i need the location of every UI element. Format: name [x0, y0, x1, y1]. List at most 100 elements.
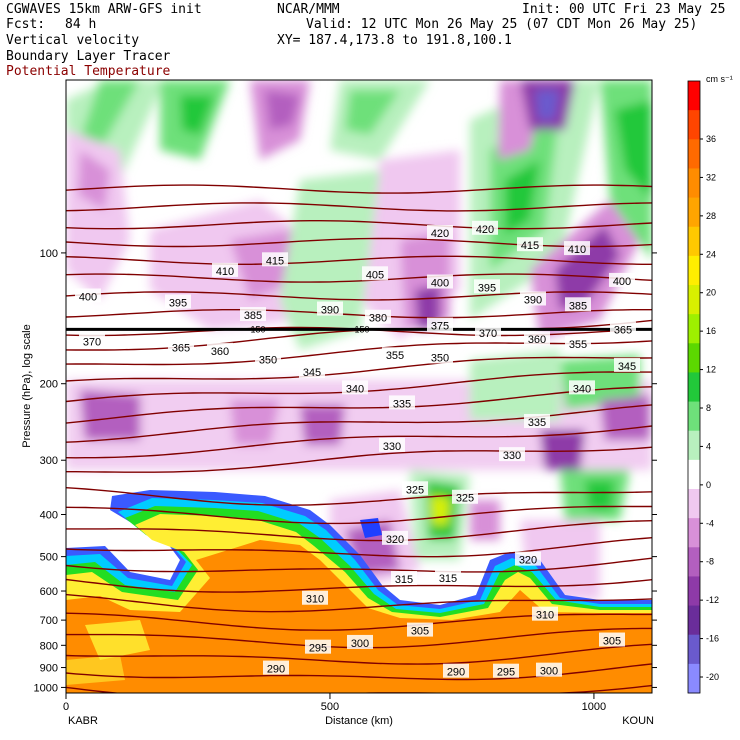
colorbar-label: 28: [706, 211, 716, 221]
colorbar-label: 20: [706, 288, 716, 298]
svg-text:350: 350: [431, 352, 449, 364]
theta-contour: [66, 505, 652, 525]
theta-contour: [66, 557, 652, 573]
colorbar-swatch: [688, 255, 700, 286]
theta-label: 290: [263, 660, 289, 676]
theta-label: 420: [427, 225, 453, 240]
theta-label: 295: [305, 639, 331, 655]
svg-text:405: 405: [366, 269, 384, 281]
colorbar-swatch: [688, 518, 700, 548]
svg-text:310: 310: [306, 594, 324, 606]
green-updraft-band: [585, 480, 615, 510]
theta-label: 405: [362, 266, 388, 281]
svg-text:415: 415: [521, 240, 539, 252]
theta-label: 340: [569, 380, 595, 395]
colorbar-swatch: [688, 343, 700, 373]
y-axis-label: Pressure (hPa), log scale: [21, 324, 33, 448]
theta-label: 395: [474, 279, 500, 294]
colorbar-swatch: [688, 372, 700, 403]
svg-text:370: 370: [83, 337, 101, 349]
theta-label: 365: [168, 339, 194, 354]
svg-text:320: 320: [519, 555, 537, 567]
theta-label: 290: [443, 663, 469, 679]
theta-contour: [66, 184, 652, 194]
green-updraft-band: [180, 95, 215, 135]
field-potential-temperature: Potential Temperature: [6, 64, 171, 79]
colorbar-label: 32: [706, 172, 716, 182]
svg-text:320: 320: [386, 534, 404, 546]
potential-temperature-labels: 420 420 415 415 410 410 405 400 400 400 395 395 390 3…: [75, 220, 640, 679]
y-tick-label: 200: [40, 379, 58, 391]
theta-label: 365: [610, 321, 636, 336]
theta-contour: [66, 425, 652, 459]
x-tick-label: 0: [63, 701, 69, 713]
colorbar-swatch: [688, 430, 700, 461]
x-tick-label: 500: [321, 701, 339, 713]
theta-label: 350: [255, 351, 281, 367]
purple-downdraft-band: [265, 90, 300, 130]
svg-text:340: 340: [346, 383, 364, 395]
svg-text:390: 390: [321, 305, 339, 317]
purple-downdraft-band: [230, 400, 280, 445]
theta-contour: [66, 356, 652, 382]
y-tick-label: 400: [40, 510, 58, 522]
svg-text:290: 290: [267, 664, 285, 676]
green-updraft-band: [280, 170, 380, 350]
theta-label: 355: [382, 347, 408, 362]
colorbar-swatch: [688, 634, 700, 665]
theta-label: 300: [536, 662, 562, 678]
theta-contour: [66, 220, 652, 230]
y-tick-label: 300: [40, 455, 58, 467]
svg-text:345: 345: [618, 361, 636, 373]
svg-text:310: 310: [536, 610, 554, 622]
theta-label: 370: [475, 325, 501, 340]
svg-text:415: 415: [266, 255, 284, 267]
field-vertical-velocity: Vertical velocity: [6, 33, 140, 48]
theta-contour: [66, 237, 652, 248]
svg-text:385: 385: [244, 310, 262, 322]
theta-contour: [66, 340, 652, 366]
colorbar-label: 8: [706, 403, 711, 413]
colorbar-swatch: [688, 547, 700, 577]
theta-label: 410: [212, 262, 238, 278]
svg-text:365: 365: [172, 342, 190, 354]
svg-text:150: 150: [354, 324, 369, 334]
colorbar-swatch: [688, 489, 700, 519]
init-time: Init: 00 UTC Fri 23 May 25: [522, 2, 726, 17]
theta-label: 395: [165, 294, 191, 309]
svg-text:360: 360: [211, 346, 229, 358]
theta-label: 400: [609, 272, 635, 288]
y-tick-label: 100: [40, 248, 58, 260]
svg-text:410: 410: [216, 266, 234, 278]
purple-downdraft-band: [78, 150, 110, 210]
green-updraft-band: [615, 100, 652, 200]
green-updraft-band: [505, 160, 540, 235]
svg-text:355: 355: [569, 339, 587, 351]
purple-downdraft-band: [535, 90, 560, 120]
y-tick-label: 700: [40, 615, 58, 627]
colorbar-swatch: [688, 605, 700, 636]
theta-label: 320: [382, 530, 408, 546]
svg-text:325: 325: [406, 484, 424, 496]
colorbar-label: 36: [706, 134, 716, 144]
svg-text:400: 400: [431, 278, 449, 290]
theta-label: 390: [317, 301, 343, 317]
org-label: NCAR/MMM: [277, 2, 340, 17]
colorbar: 36 32 28 24 20 16 12 8 4 0 -4 -8 -12 -16 -20: [687, 80, 719, 694]
svg-text:335: 335: [393, 398, 411, 410]
colorbar-unit: cm s⁻¹: [706, 74, 733, 84]
theta-contour: [66, 487, 652, 506]
svg-text:390: 390: [524, 294, 542, 306]
svg-text:395: 395: [478, 282, 496, 294]
theta-contour: [66, 202, 652, 212]
svg-text:420: 420: [431, 228, 449, 240]
theta-label: 390: [520, 291, 546, 306]
purple-downdraft-band: [470, 500, 500, 540]
theta-contour: [66, 291, 652, 301]
theta-label: 350: [427, 349, 453, 364]
svg-text:335: 335: [528, 417, 546, 429]
y-axis: 100 200 300 400 500 600 700 800 900 1000: [34, 248, 657, 694]
colorbar-swatch: [688, 226, 700, 257]
green-updraft-band: [345, 90, 400, 135]
